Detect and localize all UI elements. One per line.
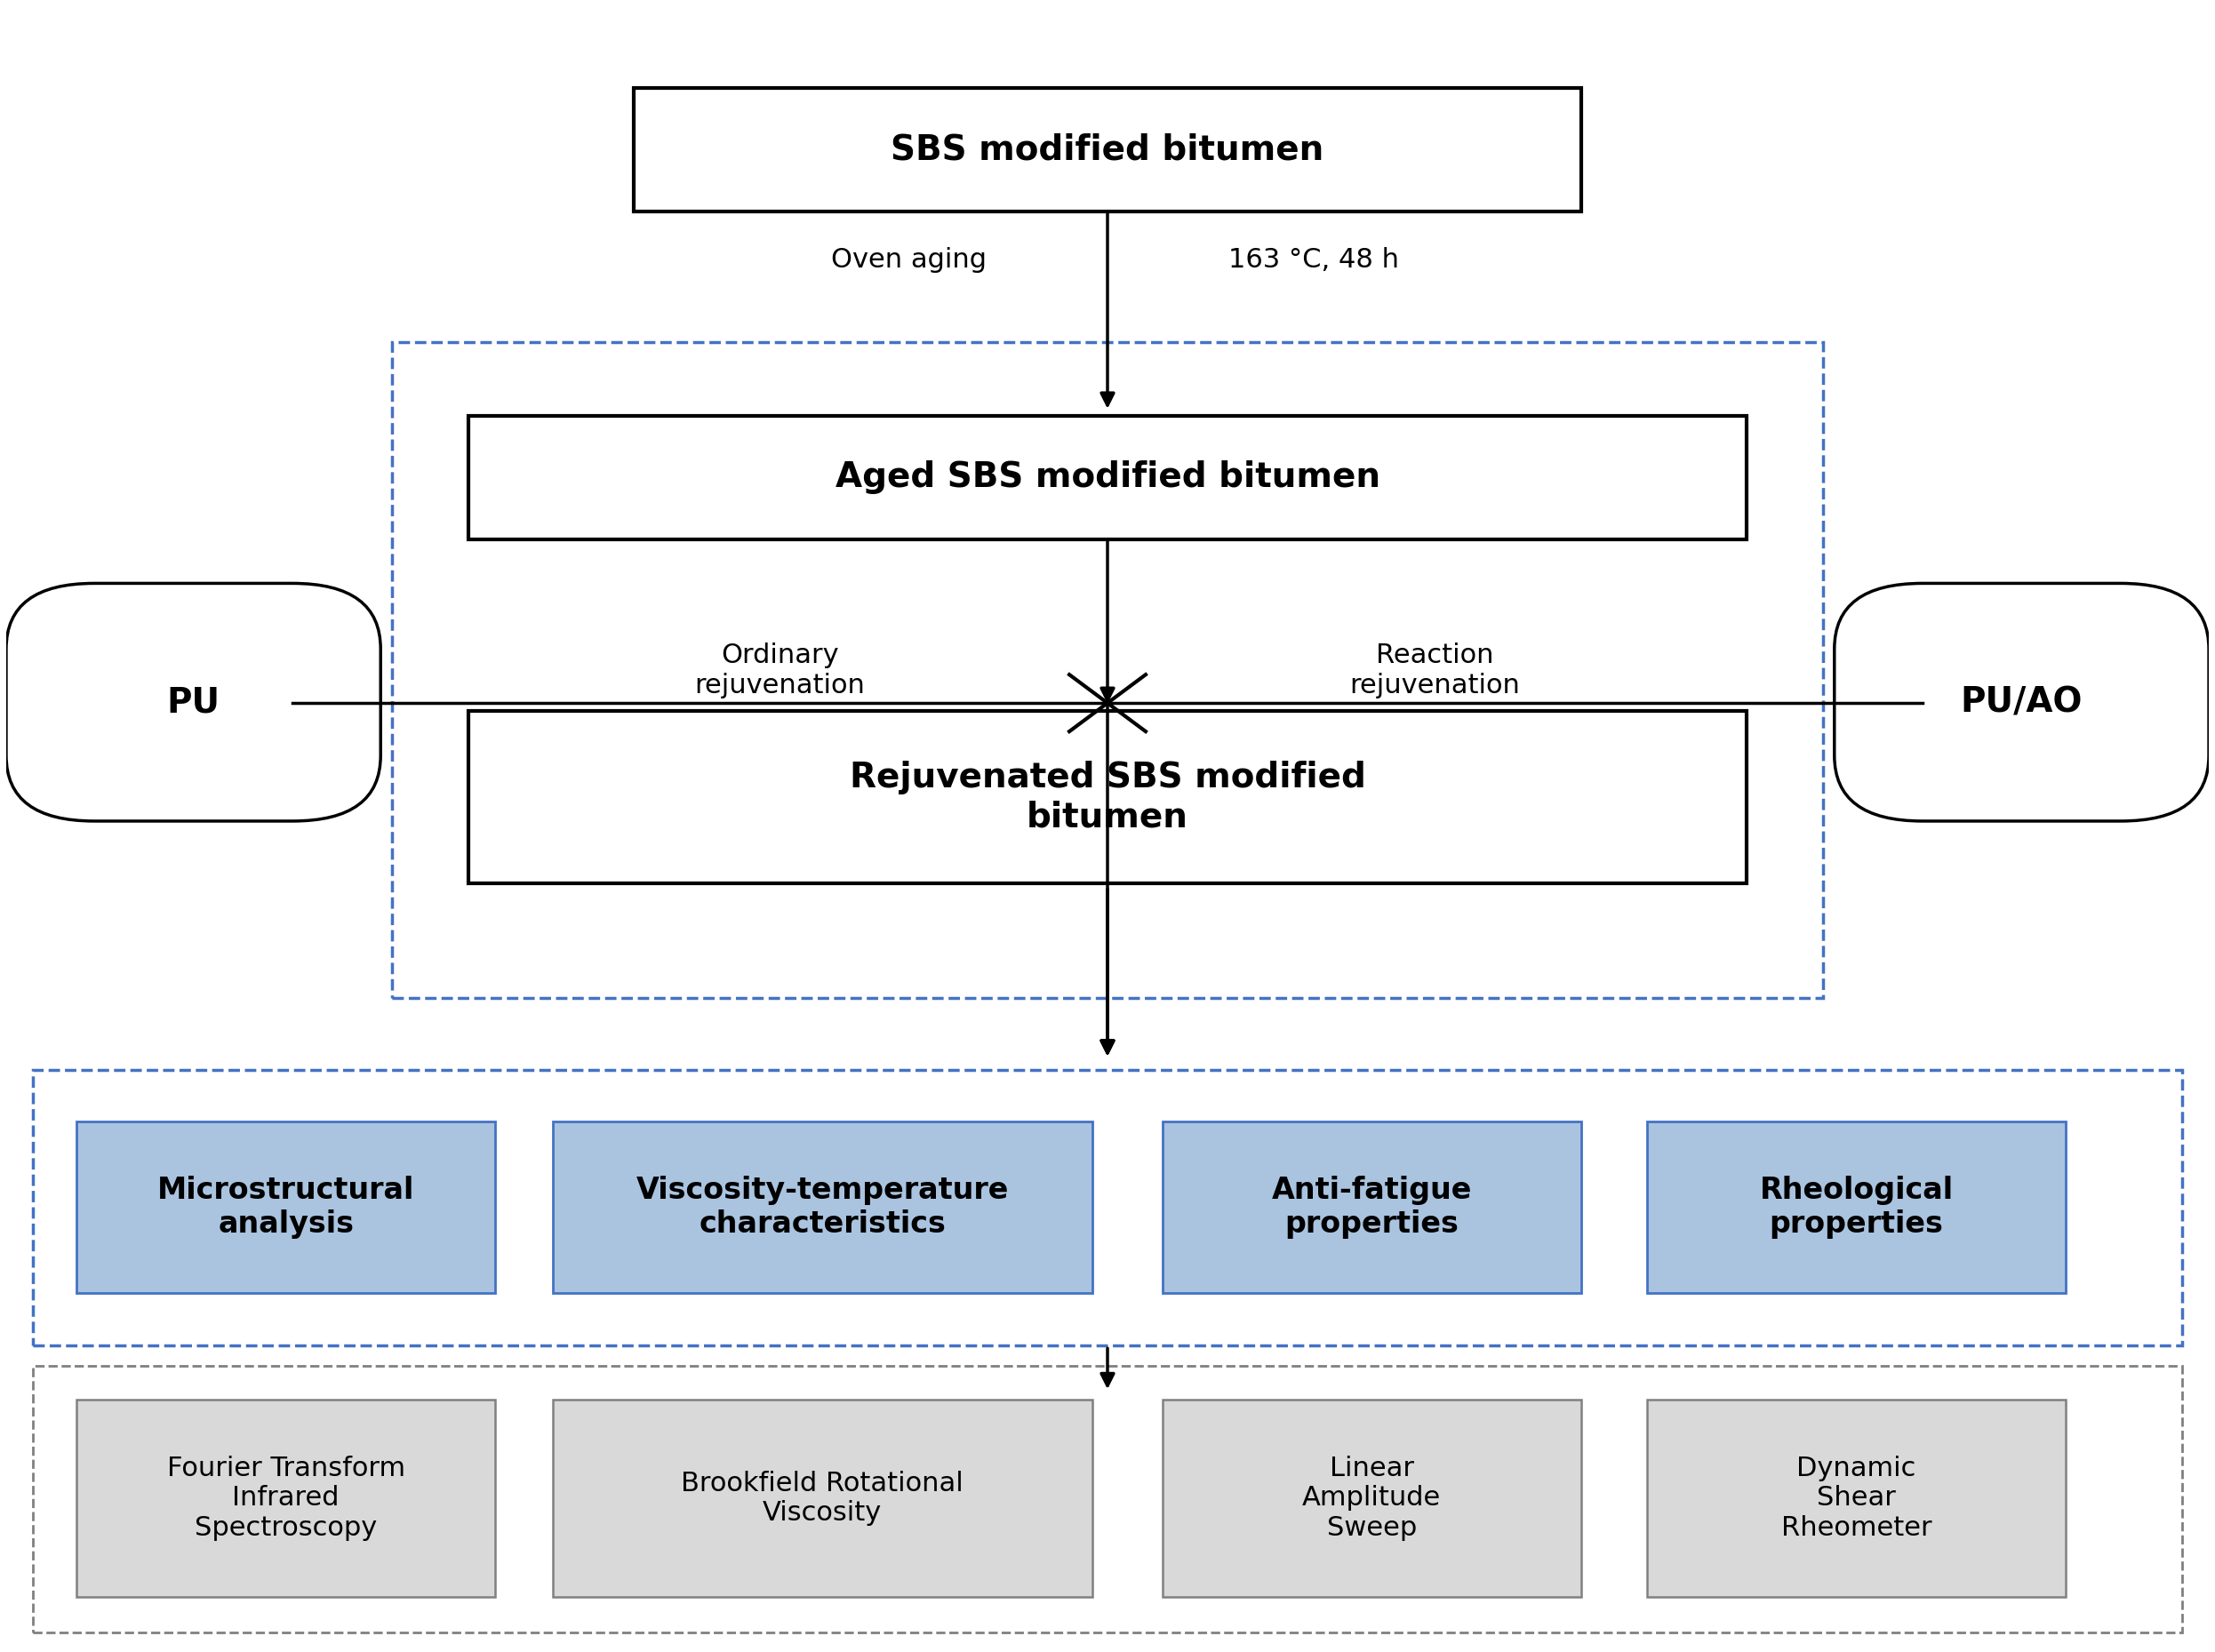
Text: Aged SBS modified bitumen: Aged SBS modified bitumen (835, 461, 1380, 494)
FancyBboxPatch shape (470, 416, 1745, 539)
Text: Microstructural
analysis: Microstructural analysis (157, 1176, 414, 1239)
FancyBboxPatch shape (470, 712, 1745, 884)
Text: PU/AO: PU/AO (1960, 686, 2082, 719)
Text: Linear
Amplitude
Sweep: Linear Amplitude Sweep (1302, 1455, 1442, 1541)
Text: 163 °C, 48 h: 163 °C, 48 h (1229, 248, 1400, 273)
Text: Viscosity-temperature
characteristics: Viscosity-temperature characteristics (636, 1176, 1008, 1239)
FancyBboxPatch shape (7, 583, 381, 821)
FancyBboxPatch shape (1163, 1399, 1582, 1596)
Text: Brookfield Rotational
Viscosity: Brookfield Rotational Viscosity (680, 1470, 964, 1526)
FancyBboxPatch shape (633, 88, 1582, 211)
Text: Ordinary
rejuvenation: Ordinary rejuvenation (696, 643, 866, 699)
Text: Reaction
rejuvenation: Reaction rejuvenation (1349, 643, 1519, 699)
FancyBboxPatch shape (78, 1399, 496, 1596)
Text: Dynamic
Shear
Rheometer: Dynamic Shear Rheometer (1781, 1455, 1931, 1541)
Text: Anti-fatigue
properties: Anti-fatigue properties (1271, 1176, 1473, 1239)
FancyBboxPatch shape (78, 1122, 496, 1294)
Text: Fourier Transform
Infrared
Spectroscopy: Fourier Transform Infrared Spectroscopy (166, 1455, 405, 1541)
Text: Oven aging: Oven aging (831, 248, 986, 273)
FancyBboxPatch shape (1834, 583, 2208, 821)
FancyBboxPatch shape (552, 1122, 1092, 1294)
FancyBboxPatch shape (1648, 1399, 2067, 1596)
Text: SBS modified bitumen: SBS modified bitumen (890, 132, 1325, 167)
FancyBboxPatch shape (552, 1399, 1092, 1596)
Text: PU: PU (166, 686, 219, 719)
FancyBboxPatch shape (1163, 1122, 1582, 1294)
FancyBboxPatch shape (1648, 1122, 2067, 1294)
Text: Rejuvenated SBS modified
bitumen: Rejuvenated SBS modified bitumen (848, 762, 1367, 834)
Text: Rheological
properties: Rheological properties (1759, 1176, 1954, 1239)
